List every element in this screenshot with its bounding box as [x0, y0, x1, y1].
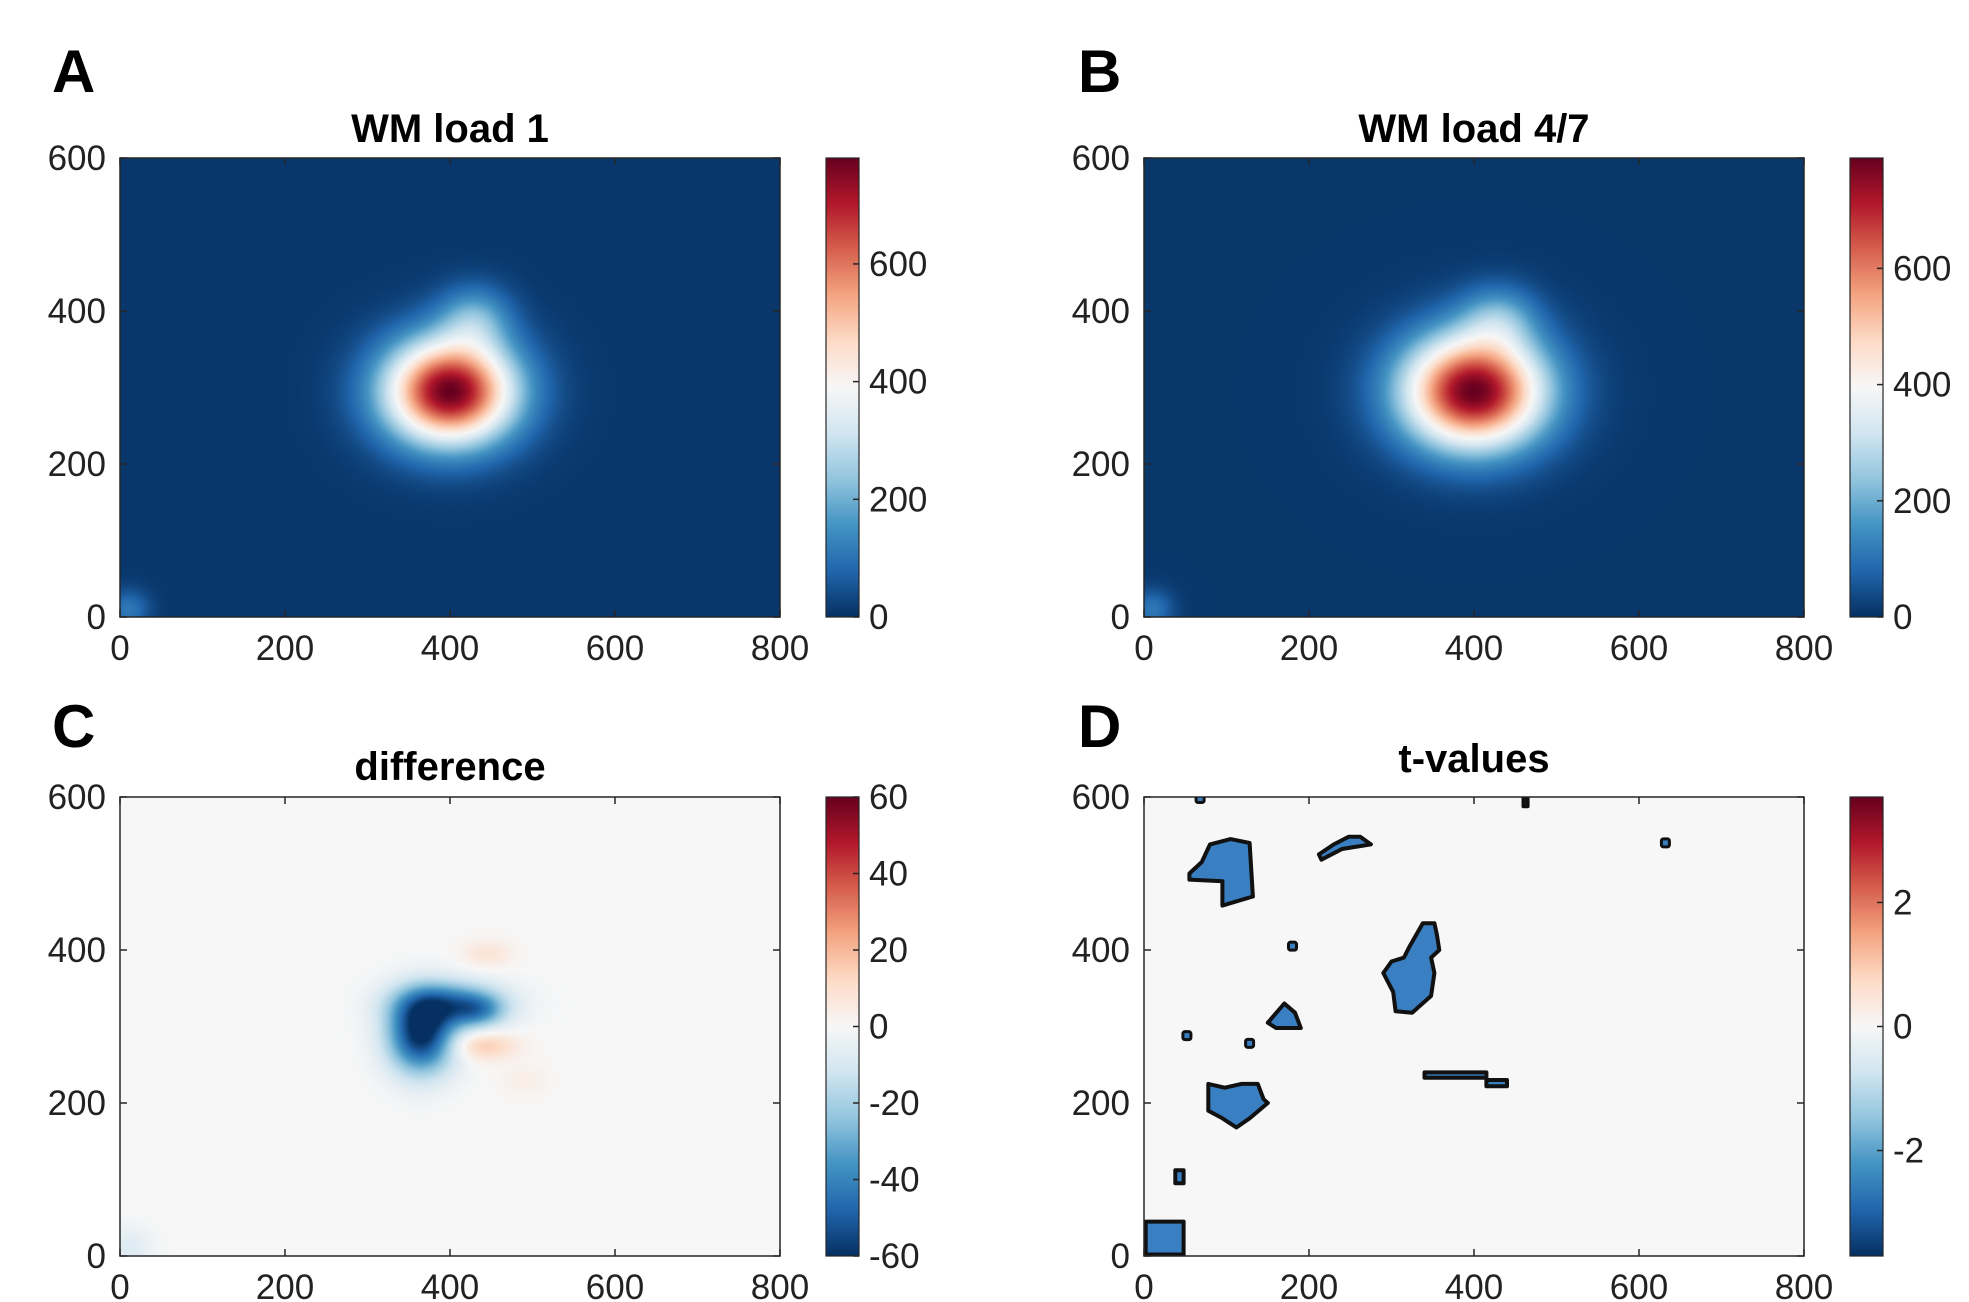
x-tick-label: 0 [1134, 629, 1153, 668]
colorbar-tick-label: 200 [1893, 482, 1951, 521]
heatmap-image [120, 797, 780, 1256]
colorbar-tick-label: -60 [869, 1237, 920, 1276]
x-tick-label: 800 [751, 1268, 809, 1302]
y-tick-label: 400 [1072, 931, 1130, 970]
y-tick-label: 400 [1072, 292, 1130, 331]
x-tick-label: 200 [256, 629, 314, 668]
y-tick-label: 0 [87, 1237, 106, 1276]
colorbar-tick-label: 60 [869, 778, 908, 817]
colorbar [826, 158, 859, 617]
y-tick-label: 200 [1072, 1084, 1130, 1123]
colorbar-tick-label: 2 [1893, 883, 1912, 922]
colorbar-tick-label: -20 [869, 1084, 920, 1123]
colorbar-frame [825, 157, 860, 618]
significant-region [1422, 1070, 1489, 1080]
colorbar-tick-label: -2 [1893, 1132, 1924, 1171]
significant-region [1521, 797, 1530, 809]
panel-title: WM load 4/7 [1358, 107, 1589, 151]
x-tick-label: 0 [1134, 1268, 1153, 1302]
y-tick-label: 200 [1072, 445, 1130, 484]
x-tick-label: 0 [110, 629, 129, 668]
y-tick-label: 600 [48, 139, 106, 178]
panel-letter: C [52, 693, 95, 760]
colorbar-tick-label: 200 [869, 480, 927, 519]
significant-dot [1194, 797, 1206, 805]
y-tick-label: 400 [48, 292, 106, 331]
significant-dot [1287, 940, 1298, 952]
colorbar-tick-label: 20 [869, 931, 908, 970]
x-tick-label: 200 [1280, 629, 1338, 668]
x-tick-label: 600 [1610, 629, 1668, 668]
y-tick-label: 200 [48, 1084, 106, 1123]
y-tick-label: 0 [1111, 1237, 1130, 1276]
y-tick-label: 600 [48, 778, 106, 817]
colorbar-tick-label: 0 [1893, 598, 1912, 637]
x-tick-label: 600 [586, 1268, 644, 1302]
significant-region [1381, 921, 1442, 1015]
panel-b: B WM load 4/7 0 200 400 600 800 0 200 400 600 0 200 4… [1072, 38, 1952, 668]
colorbar-tick-label: 600 [869, 245, 927, 284]
significant-dot [1181, 1030, 1193, 1042]
significant-dot [1659, 837, 1671, 849]
x-tick-label: 800 [1775, 629, 1833, 668]
significant-region [1206, 1081, 1270, 1130]
y-tick-label: 400 [48, 931, 106, 970]
y-tick-label: 600 [1072, 139, 1130, 178]
panel-a: A WM load 1 0 200 400 600 800 0 200 400 600 0 200 400… [48, 38, 928, 668]
x-tick-label: 800 [751, 629, 809, 668]
significant-region [1265, 1001, 1303, 1030]
colorbar-tick-label: 0 [1893, 1008, 1912, 1047]
significant-region [1173, 1168, 1186, 1186]
panel-letter: D [1078, 693, 1121, 760]
significant-dot [1244, 1037, 1256, 1049]
x-tick-label: 0 [110, 1268, 129, 1302]
colorbar-tick-label: 40 [869, 855, 908, 894]
significant-regions [1144, 797, 1671, 1256]
panel-letter: B [1078, 38, 1121, 105]
x-tick-label: 600 [1610, 1268, 1668, 1302]
y-tick-label: 0 [1111, 598, 1130, 637]
colorbar [1850, 158, 1883, 617]
y-tick-label: 600 [1072, 778, 1130, 817]
x-tick-label: 800 [1775, 1268, 1833, 1302]
significant-region [1316, 834, 1373, 862]
significant-region [1484, 1078, 1509, 1089]
heatmap-background [1144, 797, 1804, 1256]
x-tick-label: 400 [421, 1268, 479, 1302]
y-tick-label: 0 [87, 598, 106, 637]
heatmap-image [120, 158, 780, 617]
x-tick-label: 400 [1445, 1268, 1503, 1302]
colorbar-frame [1849, 157, 1884, 618]
significant-region [1144, 1219, 1186, 1256]
significant-region [1187, 837, 1255, 908]
y-tick-label: 200 [48, 445, 106, 484]
x-tick-label: 200 [1280, 1268, 1338, 1302]
colorbar-tick-label: 400 [869, 363, 927, 402]
x-tick-label: 400 [1445, 629, 1503, 668]
panel-title: t-values [1398, 737, 1549, 781]
x-tick-label: 600 [586, 629, 644, 668]
colorbar-tick-label: -40 [869, 1161, 920, 1200]
panel-letter: A [52, 38, 95, 105]
heatmap-image [1144, 158, 1804, 617]
x-tick-label: 400 [421, 629, 479, 668]
colorbar-tick-label: 0 [869, 598, 888, 637]
panels: AWM load 10 200 400 600 80002004006000200400… [48, 38, 1952, 1302]
colorbar-tick-label: 0 [869, 1008, 888, 1047]
x-tick-label: 200 [256, 1268, 314, 1302]
panel-title: difference [354, 745, 545, 789]
colorbar-tick-label: 400 [1893, 366, 1951, 405]
panel-title: WM load 1 [351, 107, 549, 151]
colorbar-tick-label: 600 [1893, 249, 1951, 288]
